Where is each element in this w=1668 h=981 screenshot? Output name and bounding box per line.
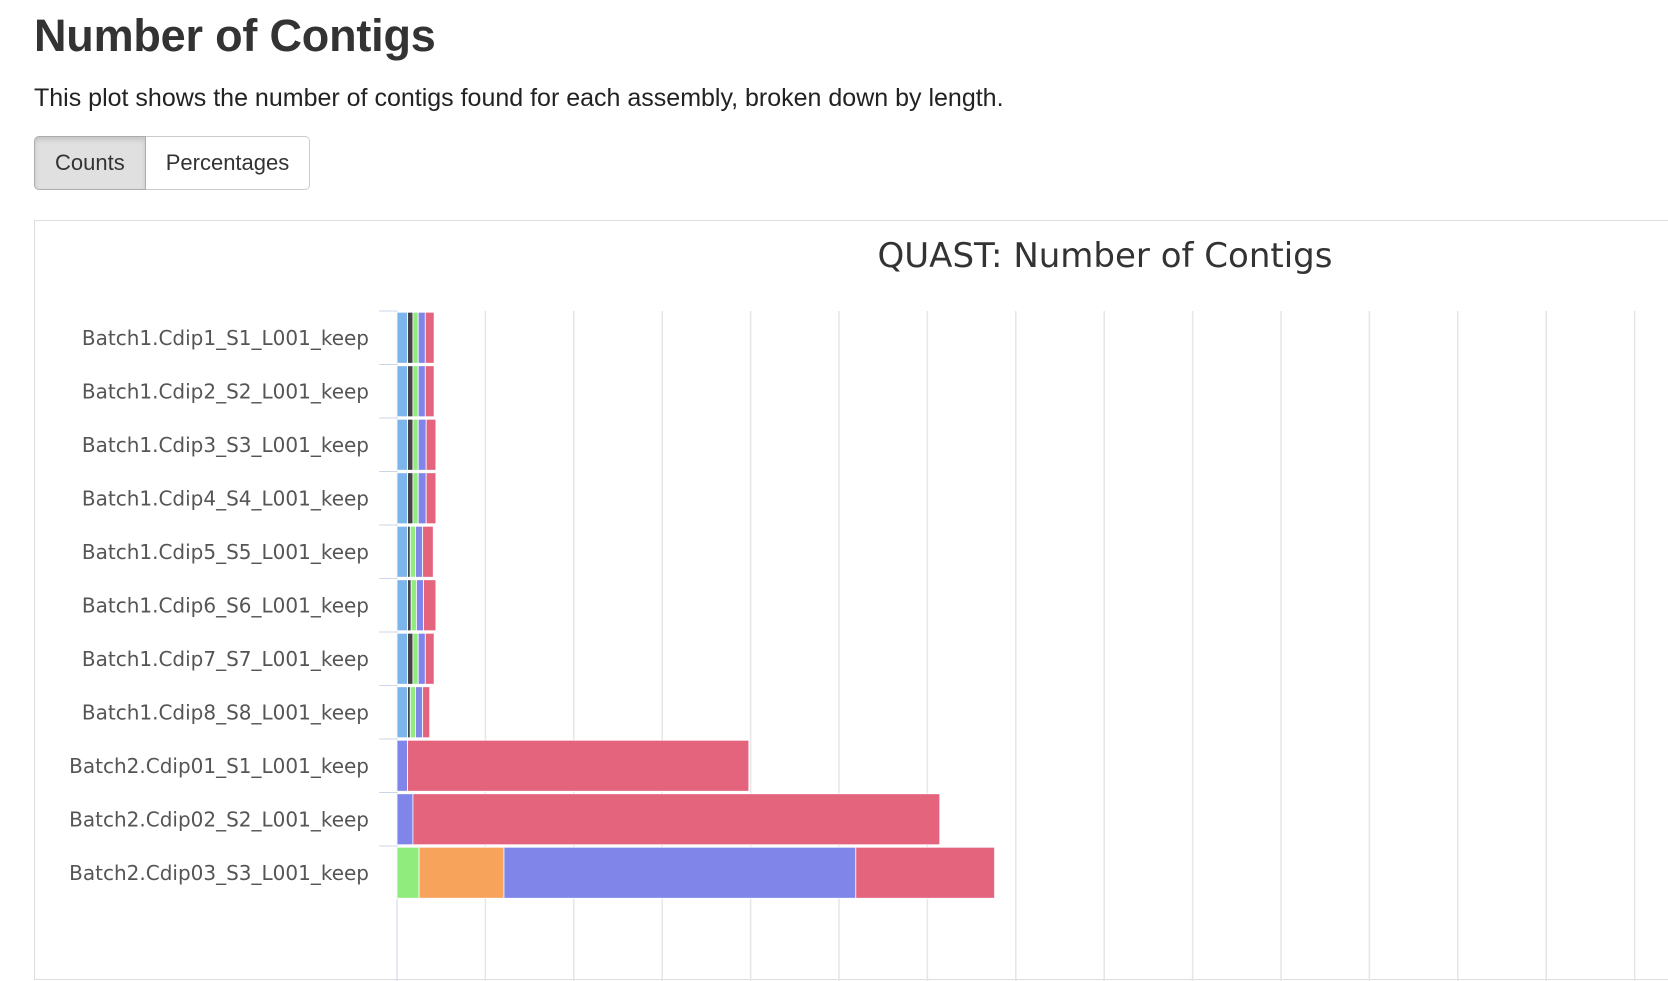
bar-segment-series-6[interactable] [424,632,435,685]
bars [396,311,995,899]
bar-segment-series-5[interactable] [417,472,427,525]
bar-segment-series-1[interactable] [396,686,409,739]
bar-segment-series-5[interactable] [416,579,424,632]
bar-segment-series-3[interactable] [412,311,419,364]
bar-segment-series-5[interactable] [417,365,426,418]
bar-segment-series-3[interactable] [410,579,417,632]
bar-segment-series-1[interactable] [396,311,409,364]
bar-segment-series-3[interactable] [412,472,419,525]
category-label: Batch2.Cdip02_S2_L001_keep [69,807,369,831]
bar-segment-series-6[interactable] [425,418,437,471]
page-title: Number of Contigs [34,10,436,61]
bar-segment-series-5[interactable] [417,632,426,685]
bar-segment-series-2[interactable] [407,632,414,685]
category-label: Batch1.Cdip6_S6_L001_keep [82,593,369,617]
chart-panel: QUAST: Number of Contigs Batch1.Cdip1_S1… [34,220,1668,981]
bar-segment-series-1[interactable] [396,579,409,632]
category-label: Batch1.Cdip4_S4_L001_keep [82,486,369,510]
bar-segment-series-5[interactable] [415,525,424,578]
bar-segment-series-5[interactable] [396,739,409,792]
counts-button[interactable]: Counts [34,136,146,190]
bar-segment-series-2[interactable] [407,579,412,632]
category-label: Batch1.Cdip7_S7_L001_keep [82,647,369,671]
category-label: Batch1.Cdip2_S2_L001_keep [82,379,369,403]
percentages-button[interactable]: Percentages [145,136,311,190]
bar-segment-series-1[interactable] [396,525,409,578]
bar-segment-series-3[interactable] [396,846,420,899]
bar-segment-series-6[interactable] [855,846,995,899]
category-label: Batch1.Cdip1_S1_L001_keep [82,326,369,350]
category-label: Batch1.Cdip5_S5_L001_keep [82,540,369,564]
bar-segment-series-1[interactable] [396,365,409,418]
bar-segment-series-2[interactable] [407,418,414,471]
bar-segment-series-1[interactable] [396,632,409,685]
bar-segment-series-5[interactable] [503,846,857,899]
bar-segment-series-4[interactable] [418,846,505,899]
bar-segment-series-3[interactable] [412,365,419,418]
view-toggle-group: Counts Percentages [34,136,311,190]
category-labels: Batch1.Cdip1_S1_L001_keep Batch1.Cdip2_S2… [69,326,369,885]
category-label: Batch2.Cdip03_S3_L001_keep [69,861,369,885]
bar-segment-series-2[interactable] [407,472,414,525]
category-label: Batch1.Cdip8_S8_L001_keep [82,700,369,724]
bar-segment-series-6[interactable] [423,579,437,632]
contigs-chart: QUAST: Number of Contigs Batch1.Cdip1_S1… [69,236,1636,981]
bar-segment-series-6[interactable] [424,311,435,364]
bar-segment-series-5[interactable] [417,418,427,471]
bar-segment-series-5[interactable] [417,311,426,364]
grid-lines [379,310,1636,981]
bar-segment-series-6[interactable] [412,793,941,846]
bar-segment-series-6[interactable] [425,472,437,525]
category-label: Batch2.Cdip01_S1_L001_keep [69,754,369,778]
bar-segment-series-3[interactable] [409,686,416,739]
bar-segment-series-3[interactable] [412,632,419,685]
bar-segment-series-3[interactable] [412,418,419,471]
bar-segment-series-1[interactable] [396,472,409,525]
chart-title: QUAST: Number of Contigs [878,236,1333,276]
bar-segment-series-1[interactable] [396,418,409,471]
bar-segment-series-2[interactable] [407,365,414,418]
bar-segment-series-2[interactable] [407,311,414,364]
bar-segment-series-6[interactable] [422,686,431,739]
bar-segment-series-5[interactable] [396,793,414,846]
page-description: This plot shows the number of contigs fo… [34,84,1004,112]
bar-segment-series-6[interactable] [424,365,435,418]
bar-segment-series-5[interactable] [415,686,424,739]
category-label: Batch1.Cdip3_S3_L001_keep [82,433,369,457]
bar-segment-series-6[interactable] [407,739,750,792]
bar-segment-series-3[interactable] [409,525,416,578]
bar-segment-series-6[interactable] [422,525,434,578]
